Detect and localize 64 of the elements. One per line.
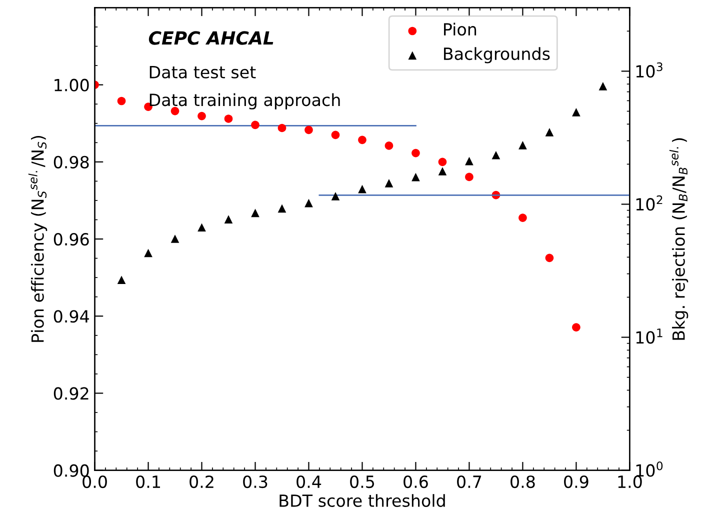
y-tick-label: 0.90 [54,464,89,477]
point [331,130,340,140]
x-tick-label: 0.2 [190,475,214,488]
x-tick-label: 0.7 [457,475,482,488]
point [224,114,233,123]
point [304,126,313,134]
legend-label: Pion [444,22,476,36]
point [170,106,180,116]
y-axis-title: Pion efficiency (N$_{S}$$^{sel.}$/N$_{S}$) [28,136,48,342]
point [465,156,474,166]
point [304,198,313,208]
x-tick-label: 0.1 [136,475,160,488]
point [492,150,500,160]
x-tick-label: 0.9 [564,475,588,488]
y2-axis-title: Bkg. rejection (N$_{B}$/N$_{B}$$^{sel.}$) [669,138,688,340]
x-tick-label: 0.4 [296,475,322,488]
point [117,276,126,284]
x-tick-label: 0.0 [82,475,107,488]
point [545,128,554,136]
y-tick-label: 0.92 [54,387,88,400]
point [384,142,394,150]
point [598,82,608,90]
point [545,254,554,262]
y-tick-label: 1.00 [54,78,89,92]
point [117,96,126,106]
point [251,120,260,130]
y2-tick-label: 10$^{2}$ [636,195,662,211]
point [170,234,180,243]
y2-tick-label: 10$^{3}$ [636,62,662,78]
point [278,204,286,213]
point [384,178,394,188]
annotation: CEPC AHCAL [148,31,274,45]
point [278,124,286,132]
legend-label: Backgrounds [444,47,550,64]
point [572,323,580,332]
point [251,208,260,218]
y-tick-label: 0.98 [54,156,89,168]
point [224,215,233,224]
annotation: Data test set [150,66,256,78]
point [198,223,206,232]
point [438,167,447,176]
point [518,140,527,150]
y2-tick-label: 10$^{0}$ [636,461,663,477]
point [572,108,580,116]
x-tick-label: 1.0 [618,475,642,488]
x-axis-title: BDT score threshold [280,494,445,507]
x-tick-label: 0.5 [350,475,374,488]
point [358,184,366,194]
x-tick-label: 0.6 [404,475,428,488]
point [465,172,474,182]
point [144,248,152,258]
point [358,136,366,144]
point [412,148,420,158]
y-tick-label: 0.94 [54,310,89,323]
point [438,158,447,166]
point [518,214,527,222]
point [198,112,206,120]
y2-tick-label: 10$^{1}$ [636,328,662,344]
annotation: Data training approach [150,93,340,110]
x-tick-label: 0.8 [510,475,535,488]
y-tick-label: 0.96 [54,232,89,246]
x-tick-label: 0.3 [243,475,268,488]
point [331,192,340,200]
point [412,172,420,182]
